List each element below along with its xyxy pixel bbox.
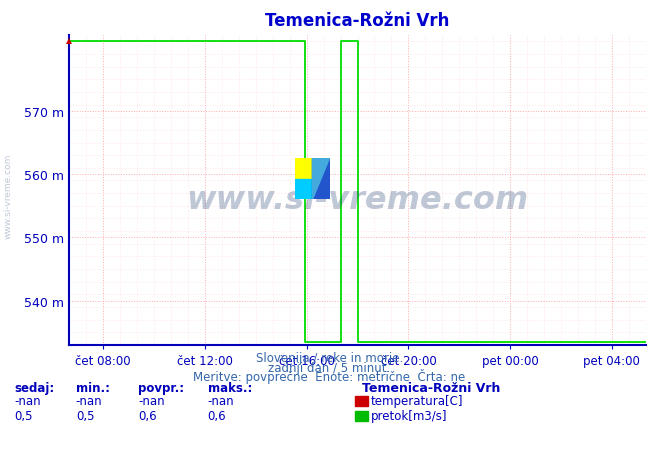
Text: Temenica-Rožni Vrh: Temenica-Rožni Vrh bbox=[362, 382, 501, 395]
Text: min.:: min.: bbox=[76, 382, 110, 395]
Text: povpr.:: povpr.: bbox=[138, 382, 185, 395]
Text: 0,6: 0,6 bbox=[208, 410, 226, 423]
Bar bbox=[295, 158, 312, 179]
Text: pretok[m3/s]: pretok[m3/s] bbox=[371, 410, 447, 423]
Text: temperatura[C]: temperatura[C] bbox=[371, 394, 463, 407]
Title: Temenica-Rožni Vrh: Temenica-Rožni Vrh bbox=[266, 13, 449, 30]
Text: 0,5: 0,5 bbox=[14, 410, 33, 423]
Text: 0,5: 0,5 bbox=[76, 410, 94, 423]
Bar bbox=[295, 179, 312, 200]
Text: Meritve: povprečne  Enote: metrične  Črta: ne: Meritve: povprečne Enote: metrične Črta:… bbox=[193, 368, 466, 384]
Text: www.si-vreme.com: www.si-vreme.com bbox=[186, 184, 529, 215]
Text: -nan: -nan bbox=[138, 394, 165, 407]
Text: 0,6: 0,6 bbox=[138, 410, 157, 423]
Text: -nan: -nan bbox=[208, 394, 234, 407]
Text: zadnji dan / 5 minut.: zadnji dan / 5 minut. bbox=[268, 361, 391, 374]
Text: -nan: -nan bbox=[76, 394, 102, 407]
Text: -nan: -nan bbox=[14, 394, 41, 407]
Bar bbox=[312, 158, 330, 200]
Text: www.si-vreme.com: www.si-vreme.com bbox=[3, 154, 13, 239]
Text: Slovenija / reke in morje.: Slovenija / reke in morje. bbox=[256, 351, 403, 364]
Text: maks.:: maks.: bbox=[208, 382, 252, 395]
Text: sedaj:: sedaj: bbox=[14, 382, 55, 395]
Polygon shape bbox=[312, 158, 330, 200]
